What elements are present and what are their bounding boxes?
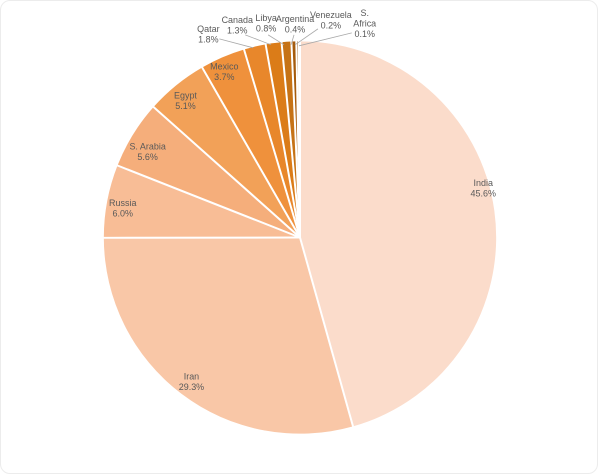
slice-label-canada: Canada 1.3% — [222, 15, 253, 35]
leader-line-libya — [267, 34, 285, 46]
leader-line-qatar — [219, 38, 254, 49]
leader-line-canada — [245, 34, 272, 46]
slice-separator — [264, 43, 301, 239]
slice-separator — [243, 48, 301, 239]
slice-separator — [201, 66, 301, 239]
pie-slice-s-arabia — [117, 106, 300, 238]
leader-line-venezuela — [294, 28, 319, 46]
slice-label-iran: Iran 29.3% — [179, 371, 204, 391]
slice-separator — [116, 164, 301, 239]
slice-label-venezuela: Venezuela 0.2% — [310, 10, 352, 30]
slice-label-libya: Libya 0.8% — [255, 13, 276, 33]
slice-separator — [152, 105, 301, 239]
slice-label-argentina: Argentina 0.4% — [276, 14, 314, 34]
pie-slice-egypt — [153, 67, 300, 238]
slice-label-russia: Russia 6.0% — [109, 198, 136, 218]
leader-line-s-africa — [298, 32, 352, 47]
slice-label-egypt: Egypt 5.1% — [174, 91, 197, 111]
pie-slice-russia — [103, 165, 300, 238]
slice-label-s-arabia: S. Arabia 5.6% — [129, 141, 165, 161]
slice-separator — [299, 236, 355, 428]
slice-label-qatar: Qatar 1.8% — [197, 24, 219, 44]
leader-line-argentina — [290, 34, 295, 45]
pie-slice-iran — [103, 237, 354, 434]
slice-label-s-africa: S. Africa 0.1% — [353, 8, 376, 39]
pie-slice-mexico — [202, 49, 300, 238]
slice-separator — [280, 41, 301, 239]
slice-label-india: India 45.6% — [471, 178, 496, 198]
slice-label-mexico: Mexico 3.7% — [210, 62, 238, 82]
pie-slice-india — [300, 41, 497, 427]
